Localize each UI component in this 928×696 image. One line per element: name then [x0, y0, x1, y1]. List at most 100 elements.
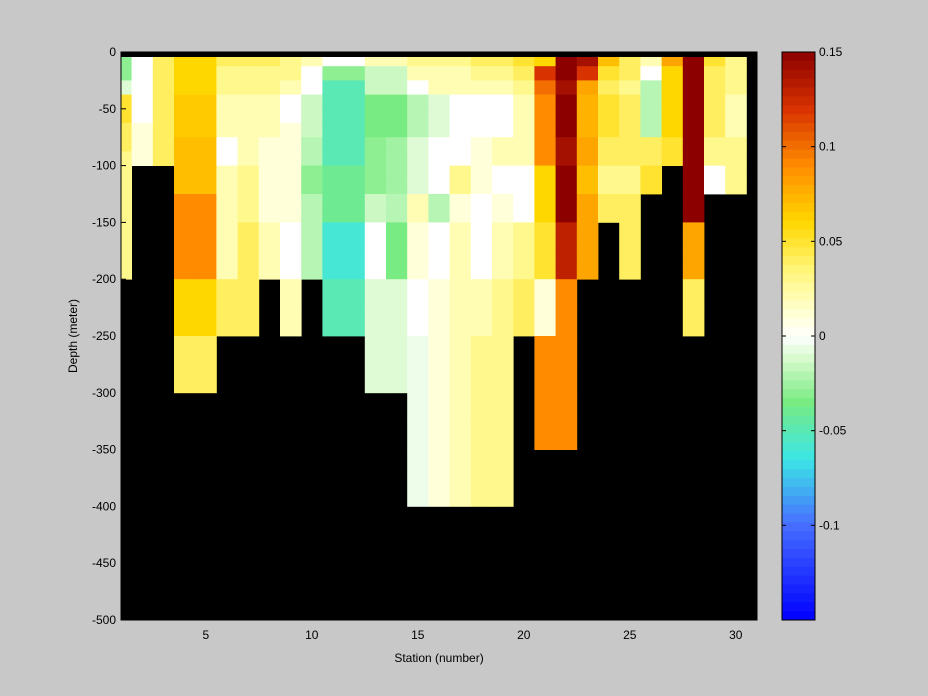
heatmap-cell: [449, 478, 472, 507]
heatmap-cell: [428, 236, 450, 252]
heatmap-cell: [322, 279, 344, 308]
heatmap-cell: [682, 179, 705, 195]
colorbar-swatch: [782, 167, 815, 177]
heatmap-cell: [449, 94, 472, 110]
heatmap-cell: [492, 336, 514, 365]
heatmap-cell: [619, 66, 641, 81]
colorbar-swatch: [782, 389, 815, 399]
heatmap-cell: [195, 165, 217, 181]
colorbar-swatch: [782, 282, 815, 293]
heatmap-cell: [407, 250, 429, 266]
heatmap-cell: [534, 279, 556, 308]
colorbar-swatch: [782, 247, 815, 257]
colorbar-swatch: [782, 52, 815, 62]
heatmap-cell: [534, 307, 556, 337]
heatmap-cell: [237, 222, 260, 237]
heatmap-cell: [216, 66, 238, 81]
heatmap-cell: [280, 94, 302, 110]
heatmap-cell: [237, 250, 260, 266]
heatmap-cell: [121, 194, 132, 209]
heatmap-cell: [407, 108, 429, 124]
colorbar-tick-label: -0.05: [819, 424, 847, 438]
heatmap-cell: [470, 392, 493, 422]
heatmap-cell: [301, 66, 323, 81]
heatmap-cell: [364, 165, 387, 181]
heatmap-cell: [513, 236, 535, 252]
heatmap-cell: [682, 222, 705, 237]
colorbar-swatch: [782, 460, 815, 470]
heatmap-cell: [513, 179, 535, 195]
heatmap-cell: [555, 307, 578, 337]
heatmap-cell: [576, 137, 599, 152]
colorbar-swatch: [782, 114, 815, 124]
heatmap-cell: [216, 137, 238, 152]
heatmap-cell: [280, 151, 302, 166]
heatmap-cell: [449, 108, 472, 124]
heatmap-cell: [640, 165, 662, 181]
heatmap-cell: [513, 279, 535, 308]
heatmap-cell: [598, 208, 620, 223]
heatmap-cell: [428, 222, 450, 237]
heatmap-cell: [152, 151, 175, 166]
heatmap-cell: [407, 307, 429, 337]
heatmap-cell: [301, 236, 323, 252]
heatmap-cell: [364, 265, 387, 280]
heatmap-cell: [322, 94, 344, 110]
colorbar-swatch: [782, 495, 815, 506]
heatmap-cell: [216, 165, 238, 181]
heatmap-cell: [121, 179, 132, 195]
heatmap-cell: [534, 66, 556, 81]
heatmap-cell: [449, 80, 472, 95]
heatmap-cell: [174, 108, 196, 124]
heatmap-cell: [682, 80, 705, 95]
heatmap-cell: [258, 123, 281, 138]
heatmap-cell: [492, 165, 514, 181]
colorbar-swatch: [782, 504, 815, 514]
heatmap-cell: [407, 449, 429, 479]
colorbar-swatch: [782, 291, 815, 301]
x-tick-label: 30: [729, 628, 743, 642]
heatmap-cell: [619, 80, 641, 95]
heatmap-cell: [301, 265, 323, 280]
heatmap-cell: [725, 108, 747, 124]
heatmap-cell: [364, 336, 387, 365]
heatmap-cell: [449, 307, 472, 337]
heatmap-cell: [237, 236, 260, 252]
heatmap-cell: [174, 94, 196, 110]
heatmap-cell: [407, 80, 429, 95]
heatmap-cell: [725, 66, 747, 81]
heatmap-cell: [322, 80, 344, 95]
heatmap-cell: [301, 208, 323, 223]
heatmap-cell: [280, 123, 302, 138]
y-axis-ticks: 0 -50 -100 -150 -200 -250 -300 -350 -400 -450 -500: [92, 45, 757, 627]
heatmap-cell: [576, 179, 599, 195]
heatmap-cell: [121, 265, 132, 280]
colorbar-swatch: [782, 442, 815, 452]
heatmap-cell: [322, 108, 344, 124]
heatmap-cell: [121, 151, 132, 166]
heatmap-cell: [492, 392, 514, 422]
x-tick-label: 25: [623, 628, 637, 642]
y-axis-label: Depth (meter): [66, 299, 80, 373]
heatmap-cell: [121, 250, 132, 266]
heatmap-cell: [343, 66, 366, 81]
heatmap-cell: [428, 179, 450, 195]
heatmap-cell: [407, 194, 429, 209]
x-tick-label: 15: [411, 628, 425, 642]
colorbar-swatch: [782, 60, 815, 71]
heatmap-cell: [280, 208, 302, 223]
x-tick-label: 10: [305, 628, 319, 642]
heatmap-cell: [386, 80, 408, 95]
heatmap-cell: [258, 137, 281, 152]
heatmap-cell: [661, 108, 684, 124]
heatmap-cell: [386, 66, 408, 81]
heatmap-cell: [131, 80, 154, 95]
heatmap-cell: [555, 265, 578, 280]
heatmap-cell: [131, 94, 154, 110]
heatmap-cell: [449, 222, 472, 237]
heatmap-cell: [470, 265, 493, 280]
heatmap-cell: [449, 279, 472, 308]
colorbar-swatch: [782, 131, 815, 142]
heatmap-cell: [121, 165, 132, 181]
heatmap-cell: [195, 265, 217, 280]
